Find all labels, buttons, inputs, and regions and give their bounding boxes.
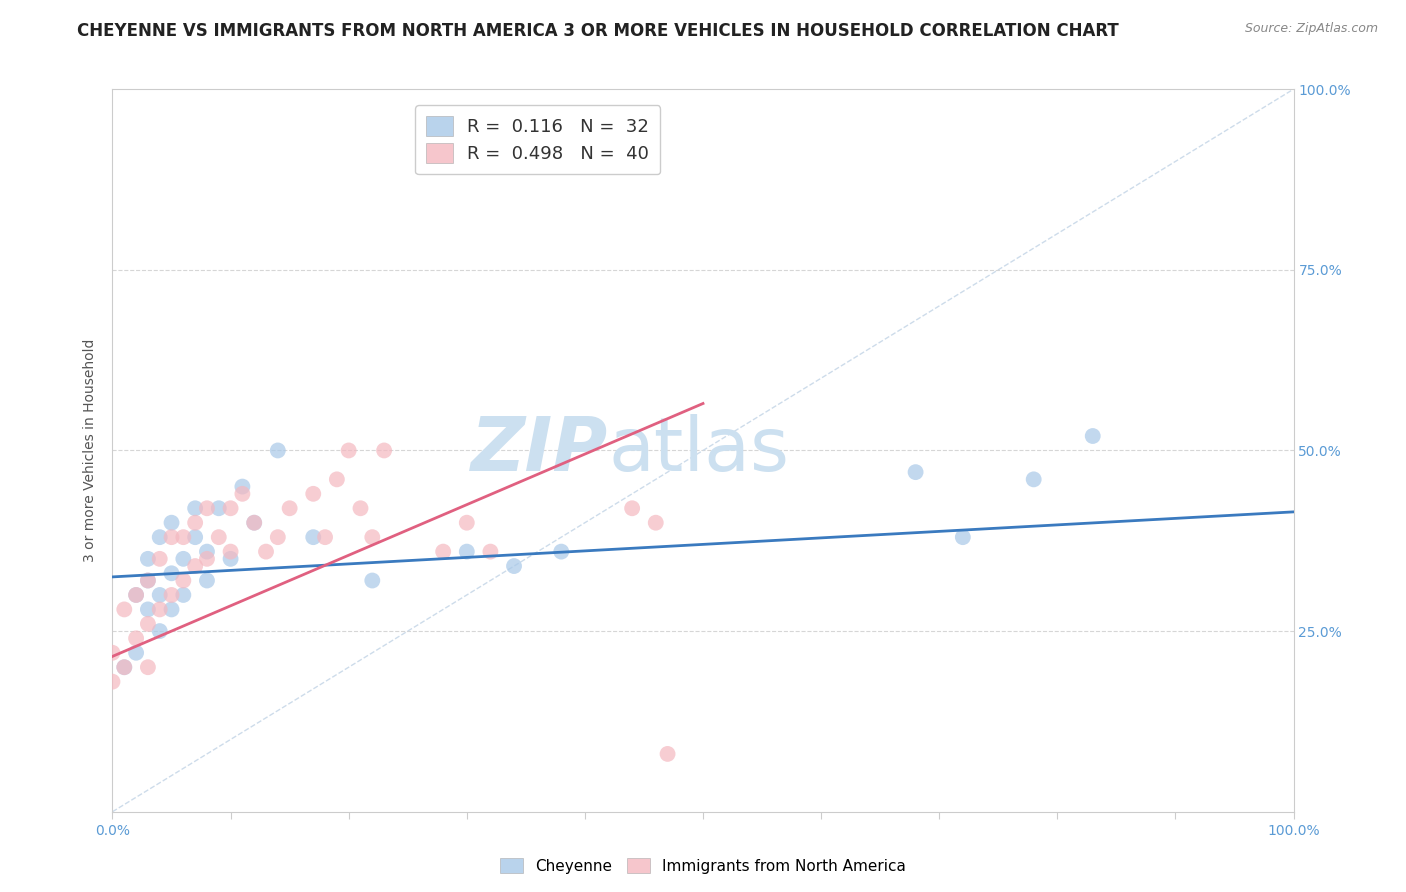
Point bbox=[184, 559, 207, 574]
Point bbox=[361, 574, 384, 588]
Point bbox=[172, 588, 194, 602]
Legend: Cheyenne, Immigrants from North America: Cheyenne, Immigrants from North America bbox=[494, 852, 912, 880]
Point bbox=[952, 530, 974, 544]
Point bbox=[278, 501, 301, 516]
Point bbox=[184, 516, 207, 530]
Point bbox=[550, 544, 572, 558]
Point bbox=[149, 602, 172, 616]
Point bbox=[456, 544, 478, 558]
Legend: R =  0.116   N =  32, R =  0.498   N =  40: R = 0.116 N = 32, R = 0.498 N = 40 bbox=[415, 105, 661, 174]
Y-axis label: 3 or more Vehicles in Household: 3 or more Vehicles in Household bbox=[83, 339, 97, 562]
Text: ZIP: ZIP bbox=[471, 414, 609, 487]
Point bbox=[172, 551, 194, 566]
Point bbox=[302, 530, 325, 544]
Point bbox=[125, 588, 148, 602]
Point bbox=[208, 530, 231, 544]
Text: Source: ZipAtlas.com: Source: ZipAtlas.com bbox=[1244, 22, 1378, 36]
Point bbox=[361, 530, 384, 544]
Point bbox=[136, 574, 159, 588]
Point bbox=[125, 646, 148, 660]
Point bbox=[160, 516, 183, 530]
Text: CHEYENNE VS IMMIGRANTS FROM NORTH AMERICA 3 OR MORE VEHICLES IN HOUSEHOLD CORREL: CHEYENNE VS IMMIGRANTS FROM NORTH AMERIC… bbox=[77, 22, 1119, 40]
Point bbox=[349, 501, 371, 516]
Point bbox=[136, 616, 159, 631]
Point bbox=[101, 674, 124, 689]
Point bbox=[149, 530, 172, 544]
Point bbox=[219, 551, 242, 566]
Point bbox=[160, 530, 183, 544]
Point bbox=[904, 465, 927, 479]
Point bbox=[326, 472, 349, 486]
Point bbox=[125, 588, 148, 602]
Point bbox=[314, 530, 336, 544]
Point bbox=[231, 480, 253, 494]
Point bbox=[231, 487, 253, 501]
Point bbox=[112, 602, 135, 616]
Point bbox=[657, 747, 679, 761]
Point bbox=[267, 443, 290, 458]
Point bbox=[243, 516, 266, 530]
Point bbox=[172, 530, 194, 544]
Point bbox=[172, 574, 194, 588]
Point bbox=[1022, 472, 1045, 486]
Point bbox=[136, 660, 159, 674]
Point bbox=[136, 551, 159, 566]
Point bbox=[112, 660, 135, 674]
Point bbox=[112, 660, 135, 674]
Point bbox=[149, 624, 172, 639]
Point bbox=[160, 602, 183, 616]
Text: atlas: atlas bbox=[609, 414, 790, 487]
Point bbox=[136, 574, 159, 588]
Point bbox=[208, 501, 231, 516]
Point bbox=[125, 632, 148, 646]
Point bbox=[149, 588, 172, 602]
Point bbox=[254, 544, 277, 558]
Point bbox=[503, 559, 526, 574]
Point bbox=[101, 646, 124, 660]
Point bbox=[644, 516, 666, 530]
Point bbox=[160, 588, 183, 602]
Point bbox=[195, 501, 218, 516]
Point bbox=[373, 443, 395, 458]
Point bbox=[432, 544, 454, 558]
Point bbox=[160, 566, 183, 581]
Point bbox=[456, 516, 478, 530]
Point bbox=[195, 574, 218, 588]
Point bbox=[195, 551, 218, 566]
Point bbox=[621, 501, 644, 516]
Point bbox=[149, 551, 172, 566]
Point bbox=[267, 530, 290, 544]
Point bbox=[184, 530, 207, 544]
Point bbox=[219, 544, 242, 558]
Point bbox=[337, 443, 360, 458]
Point bbox=[184, 501, 207, 516]
Point bbox=[195, 544, 218, 558]
Point bbox=[479, 544, 502, 558]
Point bbox=[302, 487, 325, 501]
Point bbox=[1081, 429, 1104, 443]
Point bbox=[243, 516, 266, 530]
Point bbox=[136, 602, 159, 616]
Point bbox=[219, 501, 242, 516]
